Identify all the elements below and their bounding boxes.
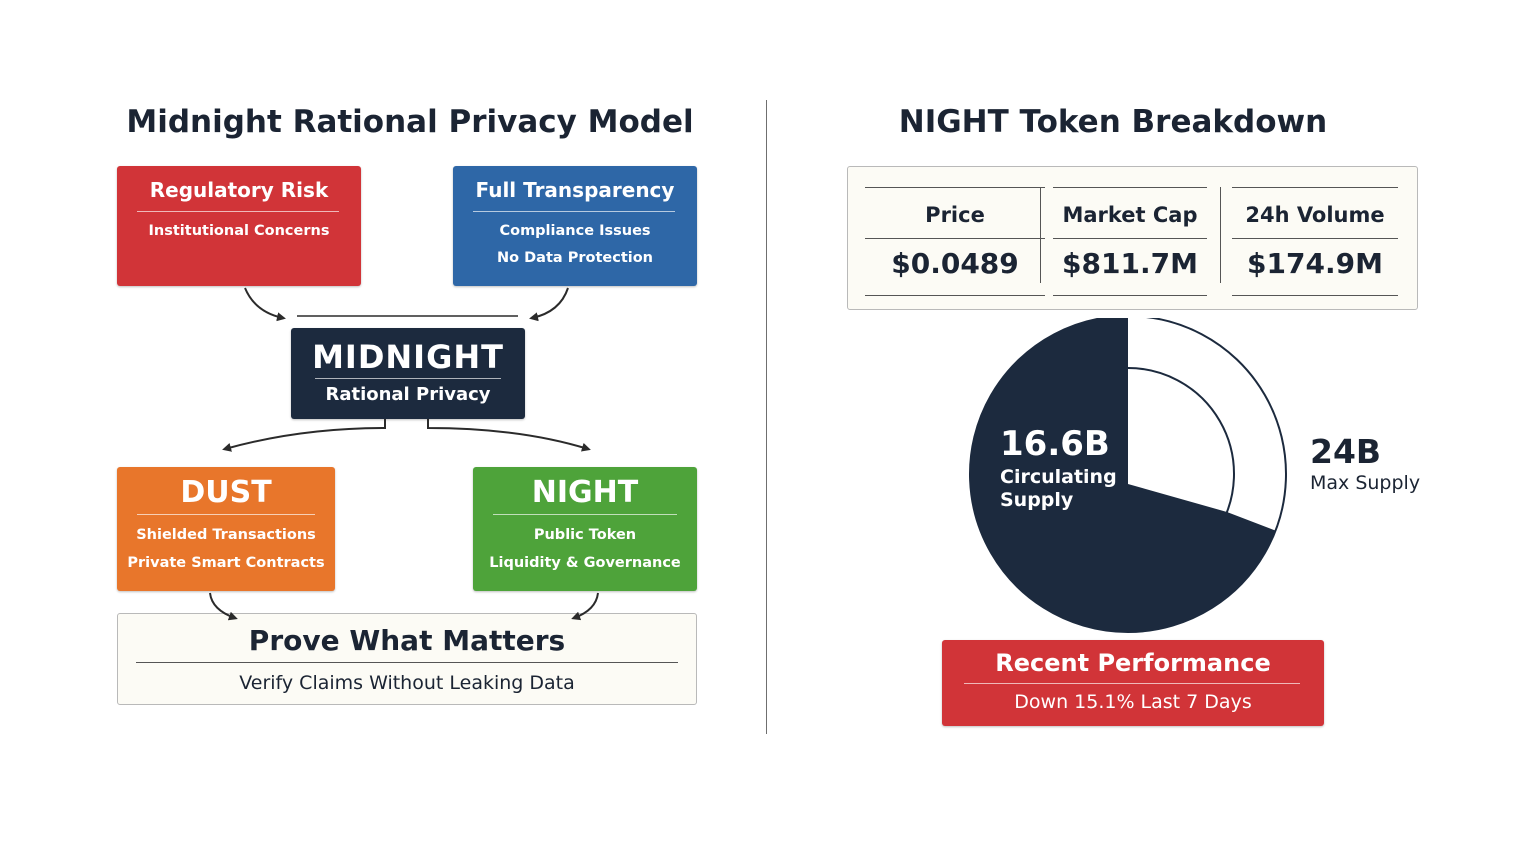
dust-rule	[137, 514, 315, 515]
regulatory-risk-box: Regulatory Risk Institutional Concerns	[117, 166, 361, 286]
stat-market-cap-mid-rule	[1053, 238, 1207, 239]
stat-market-cap: Market Cap $811.7M	[1053, 167, 1207, 309]
connector-night-to-prove	[571, 592, 599, 621]
midnight-box: MIDNIGHT Rational Privacy	[291, 328, 525, 419]
night-line-2: Liquidity & Governance	[489, 555, 681, 571]
regulatory-risk-line-1: Institutional Concerns	[148, 223, 330, 239]
right-title: NIGHT Token Breakdown	[898, 104, 1328, 140]
stat-volume: 24h Volume $174.9M	[1232, 167, 1398, 309]
stat-price-label: Price	[925, 203, 985, 227]
dust-box: DUST Shielded Transactions Private Smart…	[117, 467, 335, 591]
connector-transparency-to-midnight	[529, 287, 569, 322]
stat-market-cap-top-rule	[1053, 187, 1207, 188]
recent-performance-detail: Down 15.1% Last 7 Days	[1014, 691, 1252, 713]
stat-separator-2	[1220, 187, 1221, 283]
regulatory-risk-heading: Regulatory Risk	[149, 178, 329, 202]
night-line-1: Public Token	[533, 527, 637, 543]
full-transparency-heading: Full Transparency	[475, 178, 675, 202]
stat-volume-bottom-rule	[1232, 295, 1398, 296]
center-divider	[766, 100, 767, 734]
max-supply-label: Max Supply	[1310, 472, 1421, 494]
dust-heading: DUST	[180, 475, 272, 510]
full-transparency-line-2: No Data Protection	[496, 250, 654, 266]
full-transparency-line-1: Compliance Issues	[499, 223, 651, 239]
connector-midnight-to-dust	[222, 419, 386, 452]
connector-dust-to-prove	[209, 592, 238, 621]
prove-box: Prove What Matters Verify Claims Without…	[117, 613, 697, 705]
stat-price-bottom-rule	[865, 295, 1045, 296]
prove-rule	[136, 662, 678, 663]
max-supply-value: 24B	[1310, 432, 1382, 471]
connector-regulatory-to-midnight	[244, 287, 286, 322]
prove-heading: Prove What Matters	[248, 624, 566, 657]
stat-price-mid-rule	[865, 238, 1045, 239]
stat-volume-label: 24h Volume	[1245, 203, 1385, 227]
midnight-subtitle: Rational Privacy	[325, 384, 491, 405]
night-heading: NIGHT	[531, 475, 639, 510]
stat-price-value: $0.0489	[891, 247, 1019, 280]
left-title: Midnight Rational Privacy Model	[126, 104, 694, 140]
circulating-supply-wedge	[970, 318, 1276, 632]
stat-volume-value: $174.9M	[1247, 247, 1383, 280]
dust-line-1: Shielded Transactions	[136, 527, 316, 543]
full-transparency-box: Full Transparency Compliance Issues No D…	[453, 166, 697, 286]
stat-volume-top-rule	[1232, 187, 1398, 188]
circulating-label-line-2: Supply	[1000, 489, 1074, 511]
recent-performance-heading: Recent Performance	[995, 649, 1271, 677]
stat-market-cap-bottom-rule	[1053, 295, 1207, 296]
connector-midnight-to-night	[427, 419, 591, 452]
stat-market-cap-label: Market Cap	[1062, 203, 1198, 227]
midnight-rule	[315, 378, 501, 379]
supply-donut-chart	[969, 318, 1287, 633]
regulatory-risk-rule	[137, 211, 339, 212]
stat-price-top-rule	[865, 187, 1045, 188]
night-box: NIGHT Public Token Liquidity & Governanc…	[473, 467, 697, 591]
recent-performance-rule	[964, 683, 1300, 684]
prove-subtitle: Verify Claims Without Leaking Data	[239, 672, 575, 694]
flow-connectors	[209, 287, 599, 621]
stat-separator-1	[1040, 187, 1041, 283]
recent-performance-box: Recent Performance Down 15.1% Last 7 Day…	[942, 640, 1324, 726]
stat-market-cap-value: $811.7M	[1062, 247, 1198, 280]
circulating-label-line-1: Circulating	[1000, 466, 1117, 488]
stat-volume-mid-rule	[1232, 238, 1398, 239]
dust-line-2: Private Smart Contracts	[127, 555, 325, 571]
full-transparency-rule	[473, 211, 675, 212]
night-rule	[493, 514, 677, 515]
stats-panel: Price $0.0489 Market Cap $811.7M 24h Vol…	[847, 166, 1418, 310]
stat-price: Price $0.0489	[865, 167, 1045, 309]
midnight-heading: MIDNIGHT	[312, 338, 504, 376]
circulating-value: 16.6B	[1000, 424, 1110, 464]
